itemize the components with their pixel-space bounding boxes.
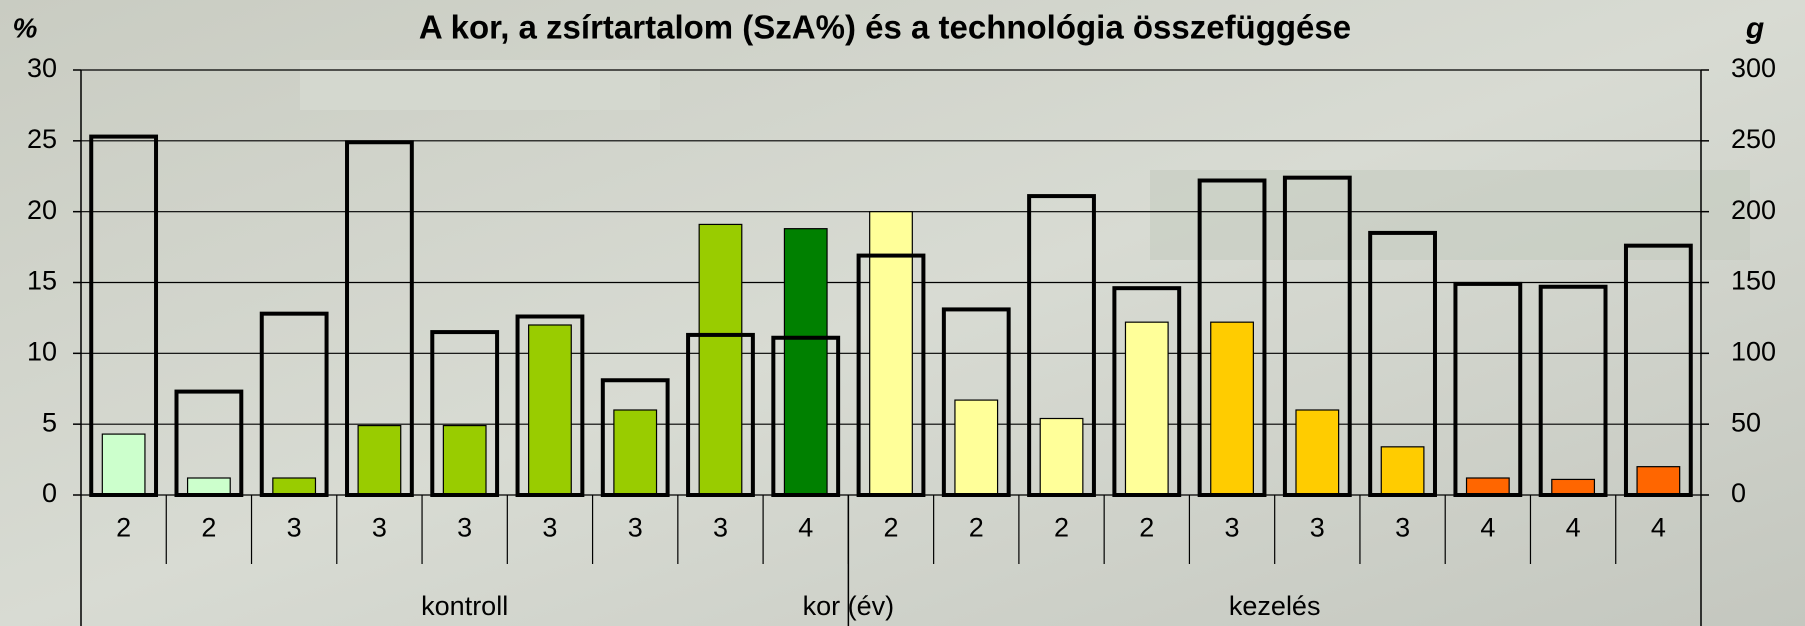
page: {"chart_data": {"type": "bar", "title": … bbox=[0, 0, 1805, 626]
group-label: kontroll bbox=[421, 591, 508, 621]
x-tick-label: 4 bbox=[1480, 513, 1495, 543]
bar bbox=[1552, 479, 1595, 495]
x-tick-label: 4 bbox=[1566, 513, 1581, 543]
x-tick-label: 3 bbox=[1395, 513, 1410, 543]
bar bbox=[1125, 322, 1168, 495]
y2-tick-label: 100 bbox=[1731, 336, 1776, 366]
y-tick-label: 15 bbox=[27, 266, 57, 296]
y2-tick-label: 150 bbox=[1731, 266, 1776, 296]
bar bbox=[1467, 478, 1510, 495]
bar bbox=[1040, 419, 1083, 496]
bar bbox=[784, 229, 827, 495]
y2-tick-label: 200 bbox=[1731, 195, 1776, 225]
y2-tick-label: 300 bbox=[1731, 53, 1776, 83]
chart-title: A kor, a zsírtartalom (SzA%) és a techno… bbox=[419, 9, 1351, 46]
bar bbox=[188, 478, 231, 495]
x-tick-label: 3 bbox=[713, 513, 728, 543]
bar bbox=[529, 325, 572, 495]
bar bbox=[1211, 322, 1254, 495]
x-tick-label: 3 bbox=[457, 513, 472, 543]
bar bbox=[955, 400, 998, 495]
bar bbox=[1381, 447, 1424, 495]
bar bbox=[699, 224, 742, 495]
x-tick-label: 2 bbox=[1054, 513, 1069, 543]
y2-axis-label: g bbox=[1745, 12, 1764, 45]
y2-tick-label: 0 bbox=[1731, 478, 1746, 508]
bar bbox=[614, 410, 657, 495]
x-tick-label: 3 bbox=[287, 513, 302, 543]
x-tick-label: 3 bbox=[628, 513, 643, 543]
y2-tick-label: 250 bbox=[1731, 124, 1776, 154]
x-tick-label: 2 bbox=[1139, 513, 1154, 543]
bar bbox=[1637, 467, 1680, 495]
x-tick-label: 2 bbox=[201, 513, 216, 543]
x-tick-label: 4 bbox=[798, 513, 813, 543]
chart: A kor, a zsírtartalom (SzA%) és a techno… bbox=[0, 0, 1805, 626]
x-tick-label: 2 bbox=[883, 513, 898, 543]
x-tick-label: 2 bbox=[116, 513, 131, 543]
y-tick-label: 5 bbox=[42, 407, 57, 437]
y-tick-label: 25 bbox=[27, 124, 57, 154]
x-tick-label: 3 bbox=[372, 513, 387, 543]
group-label: kezelés bbox=[1229, 591, 1321, 621]
x-tick-label: 3 bbox=[1310, 513, 1325, 543]
x-tick-label: 3 bbox=[542, 513, 557, 543]
y2-tick-label: 50 bbox=[1731, 407, 1761, 437]
bar bbox=[102, 434, 145, 495]
bar bbox=[443, 426, 486, 495]
background bbox=[300, 60, 660, 110]
x-tick-label: 4 bbox=[1651, 513, 1666, 543]
x-tick-label: 3 bbox=[1225, 513, 1240, 543]
x-axis-label: kor (év) bbox=[803, 591, 895, 621]
bar bbox=[273, 478, 316, 495]
x-tick-label: 2 bbox=[969, 513, 984, 543]
y-axis-label: % bbox=[13, 12, 38, 43]
y-tick-label: 30 bbox=[27, 53, 57, 83]
bar bbox=[358, 426, 401, 495]
y-tick-label: 20 bbox=[27, 195, 57, 225]
bar bbox=[1296, 410, 1339, 495]
y-tick-label: 0 bbox=[42, 478, 57, 508]
y-tick-label: 10 bbox=[27, 336, 57, 366]
